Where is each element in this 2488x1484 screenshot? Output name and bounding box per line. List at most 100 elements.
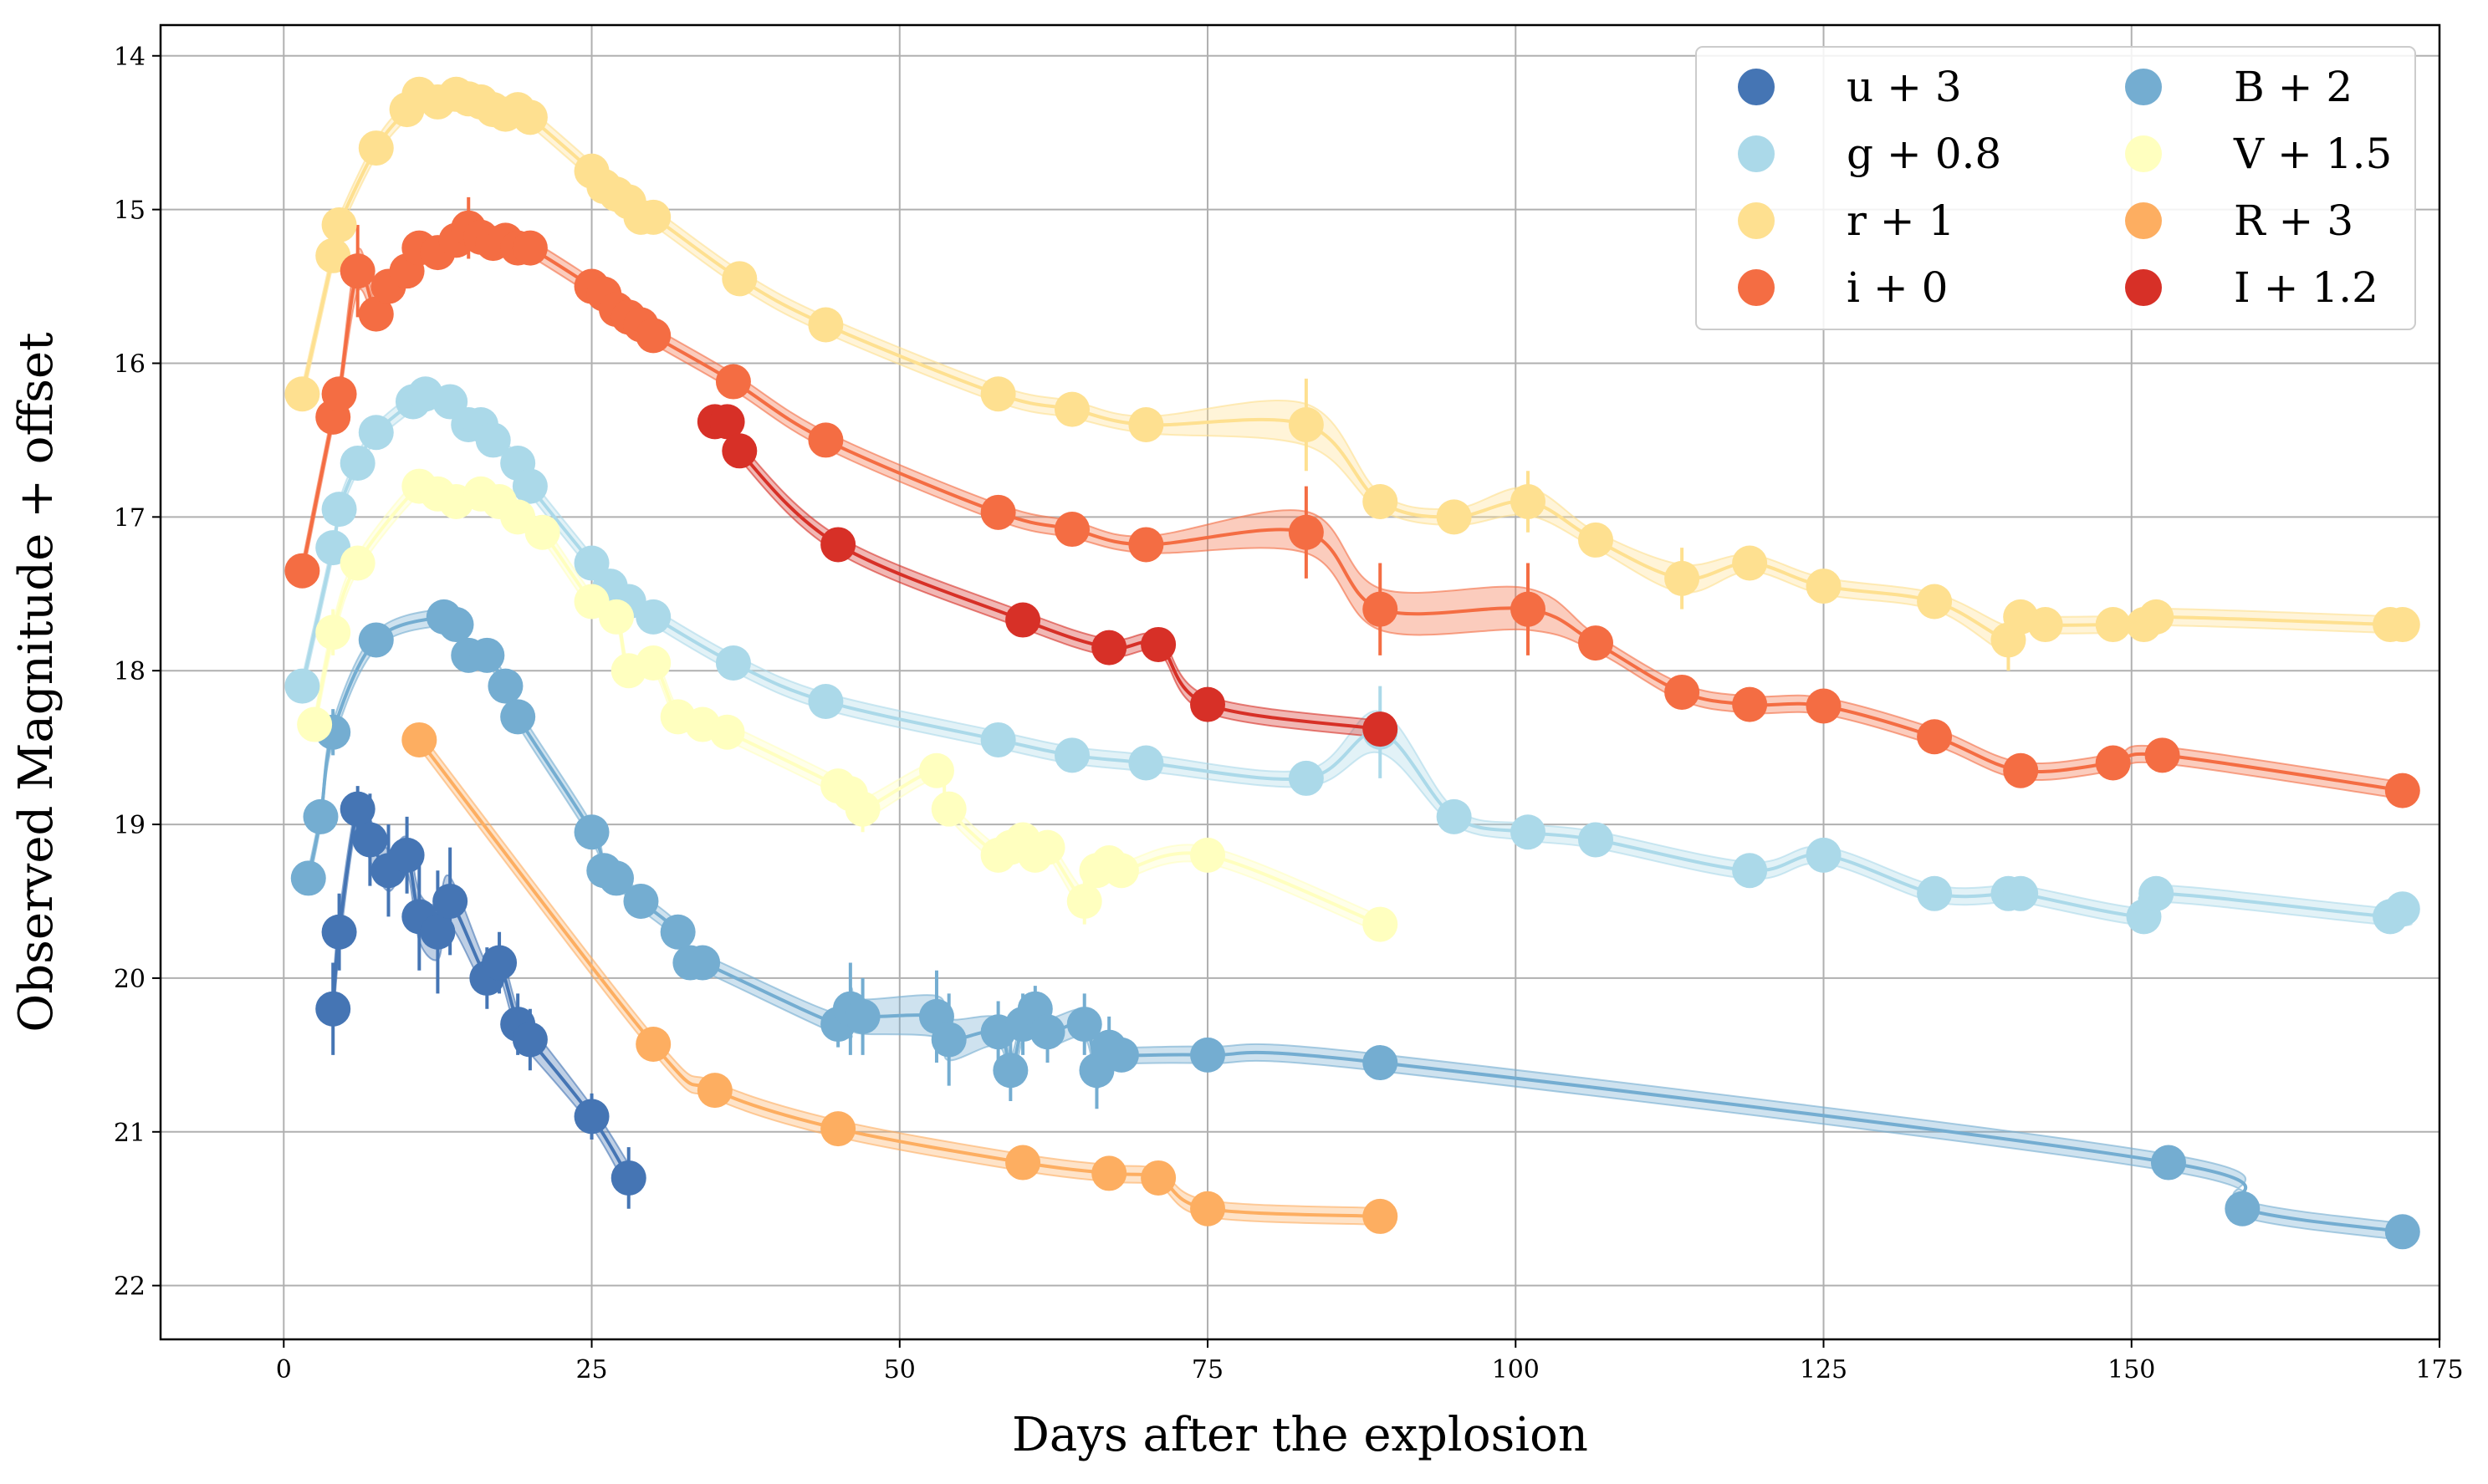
data-point-g — [1732, 853, 1768, 889]
data-point-g — [1436, 798, 1472, 834]
data-point-R — [636, 1026, 672, 1062]
legend-label-R: R + 3 — [2234, 196, 2353, 245]
legend-label-u: u + 3 — [1847, 63, 1962, 111]
data-point-I — [722, 433, 758, 469]
data-point-g — [636, 599, 672, 635]
data-point-g — [1917, 875, 1953, 911]
data-point-V — [524, 514, 560, 550]
data-point-V — [1029, 829, 1065, 865]
data-point-B — [845, 998, 881, 1034]
data-point-r — [512, 99, 548, 135]
data-point-B — [1362, 1045, 1398, 1081]
data-point-r — [1288, 407, 1324, 443]
data-point-i — [1664, 674, 1700, 710]
data-point-R — [1005, 1145, 1041, 1181]
data-point-g — [1055, 737, 1090, 773]
y-tick-label-7: 21 — [114, 1119, 146, 1148]
y-tick-label-1: 15 — [114, 196, 146, 226]
data-point-i — [2095, 745, 2131, 781]
legend-marker-I — [2125, 269, 2162, 306]
x-tick-label-7: 175 — [2415, 1355, 2463, 1385]
data-point-g — [808, 683, 844, 719]
data-point-B — [599, 860, 634, 896]
data-point-r — [636, 199, 672, 235]
data-point-V — [599, 599, 634, 635]
data-point-R — [1190, 1191, 1226, 1226]
data-point-B — [2225, 1191, 2261, 1226]
y-tick-label-3: 17 — [114, 503, 146, 533]
data-point-V — [1362, 906, 1398, 942]
data-point-B — [438, 607, 474, 643]
data-point-R — [820, 1111, 856, 1147]
data-point-V — [1103, 853, 1139, 889]
data-point-B — [1103, 1037, 1139, 1073]
x-tick-label-1: 25 — [575, 1355, 607, 1385]
legend-label-B: B + 2 — [2234, 63, 2353, 111]
legend-marker-i — [1738, 269, 1775, 306]
data-point-V — [340, 545, 375, 581]
data-point-V — [918, 752, 954, 788]
data-points — [284, 76, 2420, 1250]
legend-marker-V — [2125, 135, 2162, 172]
data-point-g — [1578, 822, 1614, 858]
data-point-g — [715, 645, 751, 681]
data-point-r — [1732, 545, 1768, 581]
data-point-r — [1806, 569, 1842, 604]
data-point-i — [358, 296, 394, 332]
data-point-g — [2384, 891, 2420, 927]
x-tick-label-6: 150 — [2107, 1355, 2155, 1385]
data-point-i — [321, 376, 357, 412]
legend-label-i: i + 0 — [1847, 263, 1948, 312]
data-point-R — [1362, 1198, 1398, 1234]
data-point-i — [512, 230, 548, 266]
x-tick-label-5: 125 — [1800, 1355, 1847, 1385]
data-point-u — [340, 791, 375, 827]
fit-line-R — [417, 738, 1381, 1218]
y-tick-label-2: 16 — [114, 349, 146, 379]
x-axis-title: Days after the explosion — [1012, 1408, 1588, 1462]
data-point-g — [512, 468, 548, 504]
data-point-i — [980, 494, 1016, 530]
data-point-g — [358, 415, 394, 451]
data-point-r — [1055, 391, 1090, 427]
y-tick-label-5: 19 — [114, 811, 146, 840]
data-point-i — [1732, 686, 1768, 722]
data-point-r — [980, 376, 1016, 412]
data-point-V — [845, 791, 881, 827]
data-point-B — [1190, 1037, 1226, 1073]
legend-label-I: I + 1.2 — [2234, 263, 2378, 312]
data-point-V — [709, 714, 745, 750]
data-point-I — [1190, 686, 1226, 722]
data-point-r — [808, 307, 844, 343]
data-point-B — [1029, 1014, 1065, 1050]
data-point-i — [2384, 773, 2420, 808]
data-point-B — [358, 622, 394, 658]
data-point-g — [340, 446, 375, 481]
data-point-u — [321, 914, 357, 950]
data-point-r — [2384, 607, 2420, 643]
data-point-r — [1128, 407, 1164, 443]
data-point-i — [1128, 527, 1164, 563]
data-point-I — [1141, 626, 1177, 662]
data-point-V — [636, 645, 672, 681]
legend-box — [1695, 46, 2416, 330]
legend: u + 3 g + 0.8 r + 1 i + 0 B + 2 V + 1.5 R + 3 I… — [1695, 46, 2416, 330]
data-point-B — [2150, 1145, 2186, 1181]
data-point-B — [2384, 1214, 2420, 1250]
data-point-B — [574, 814, 610, 850]
data-point-V — [297, 706, 333, 742]
data-point-g — [284, 668, 320, 704]
data-point-g — [2003, 875, 2039, 911]
data-point-r — [2095, 607, 2131, 643]
y-tick-label-4: 18 — [114, 657, 146, 686]
data-point-g — [475, 422, 511, 458]
data-point-B — [469, 637, 505, 673]
data-point-r — [284, 376, 320, 412]
data-point-B — [1066, 1007, 1102, 1043]
data-point-B — [488, 668, 524, 704]
y-tick-label-0: 14 — [114, 43, 146, 72]
legend-marker-r — [1738, 202, 1775, 239]
legend-marker-B — [2125, 69, 2162, 105]
data-point-g — [2138, 875, 2174, 911]
